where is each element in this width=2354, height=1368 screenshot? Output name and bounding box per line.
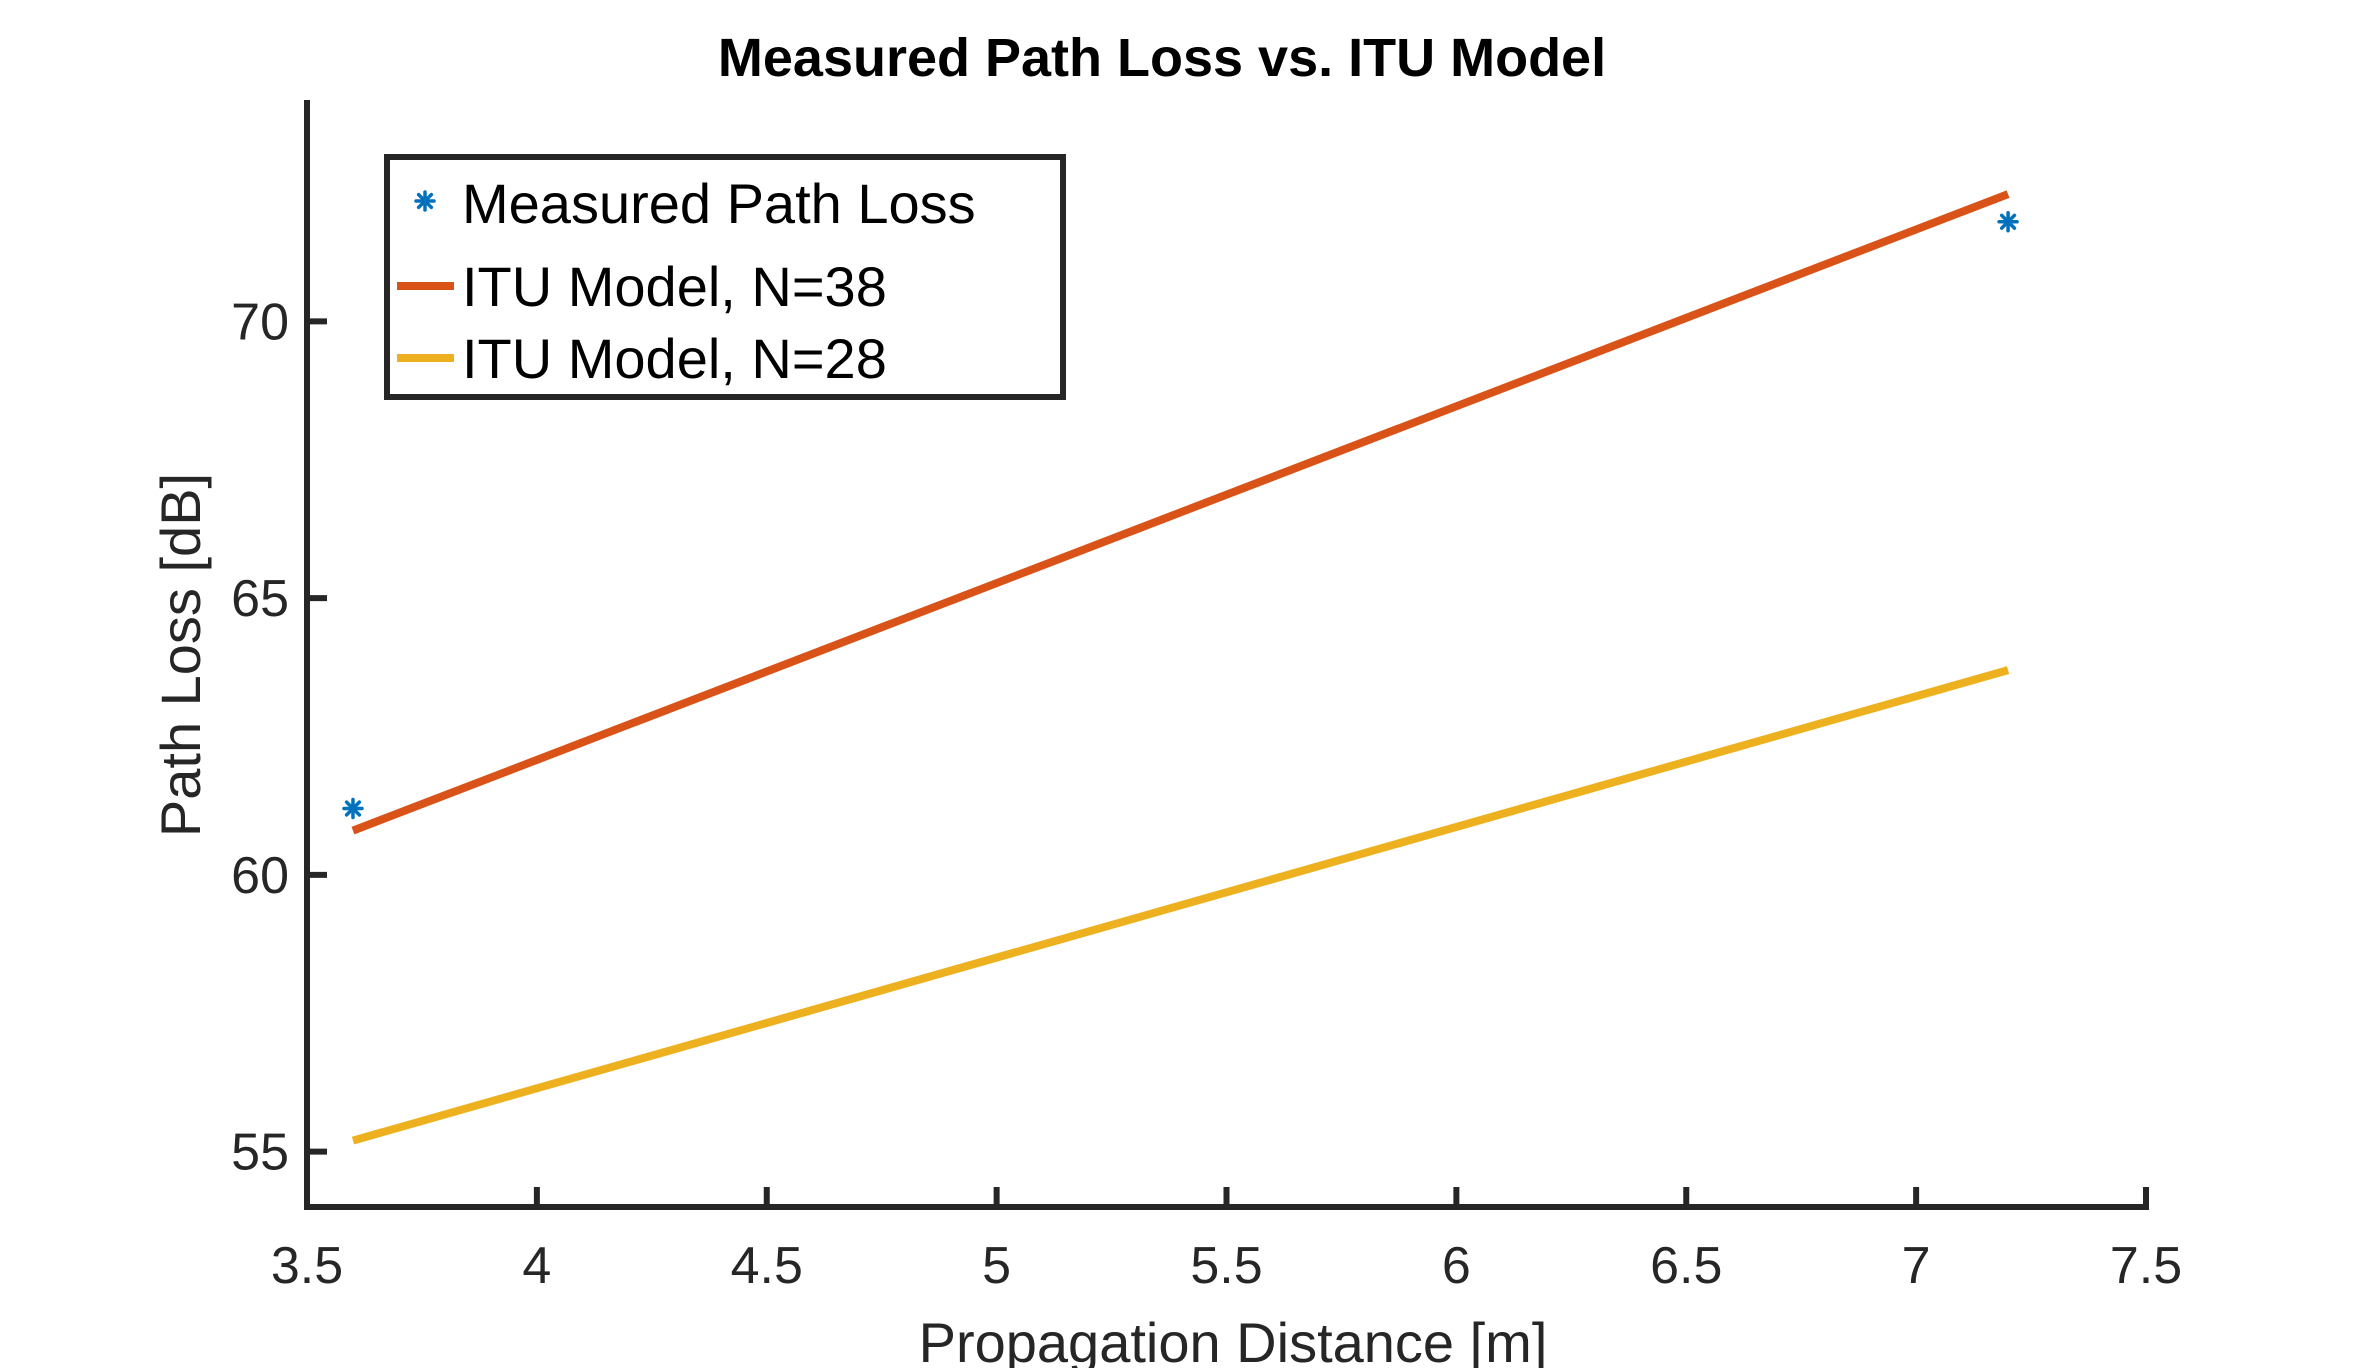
axes: 3.5 4 4.5 5 5.5 6 6.5 7 7.5 55 60 65 70 <box>231 100 2182 1295</box>
x-tick-label: 5 <box>982 1237 1011 1295</box>
measured-point <box>342 797 364 820</box>
x-tick-label: 3.5 <box>271 1237 343 1295</box>
x-tick-label: 6.5 <box>1650 1237 1722 1295</box>
x-axis-label: Propagation Distance [m] <box>919 1311 1548 1368</box>
x-tick-label: 4.5 <box>731 1237 803 1295</box>
x-tick-label: 4 <box>522 1237 551 1295</box>
legend-entry-label: ITU Model, N=38 <box>462 255 887 318</box>
chart-title: Measured Path Loss vs. ITU Model <box>718 28 1606 88</box>
legend-box <box>384 154 1066 400</box>
series-line-2 <box>351 190 2010 835</box>
x-tick-label: 7 <box>1902 1237 1931 1295</box>
y-axis-label: Path Loss [dB] <box>149 473 212 837</box>
marker-stroke <box>344 800 362 817</box>
legend: Measured Path Loss ITU Model, N=38 ITU Mod… <box>384 154 1066 400</box>
y-tick-label: 70 <box>231 293 289 351</box>
marker-stroke <box>1999 213 2017 230</box>
x-tick-label: 6 <box>1442 1237 1471 1295</box>
y-tick-label: 55 <box>231 1124 289 1182</box>
legend-swatch-marker <box>414 190 436 212</box>
legend-entry-label: ITU Model, N=28 <box>462 327 887 390</box>
y-tick-label: 65 <box>231 570 289 628</box>
x-tick-label: 7.5 <box>2110 1237 2182 1295</box>
y-tick-label: 60 <box>231 847 289 905</box>
series-line-3 <box>351 666 2010 1145</box>
plot-series <box>342 190 2019 1145</box>
measured-point <box>1997 211 2019 233</box>
marker-stroke <box>416 192 434 210</box>
legend-entry-label: Measured Path Loss <box>462 172 976 235</box>
x-tick-label: 5.5 <box>1190 1237 1262 1295</box>
